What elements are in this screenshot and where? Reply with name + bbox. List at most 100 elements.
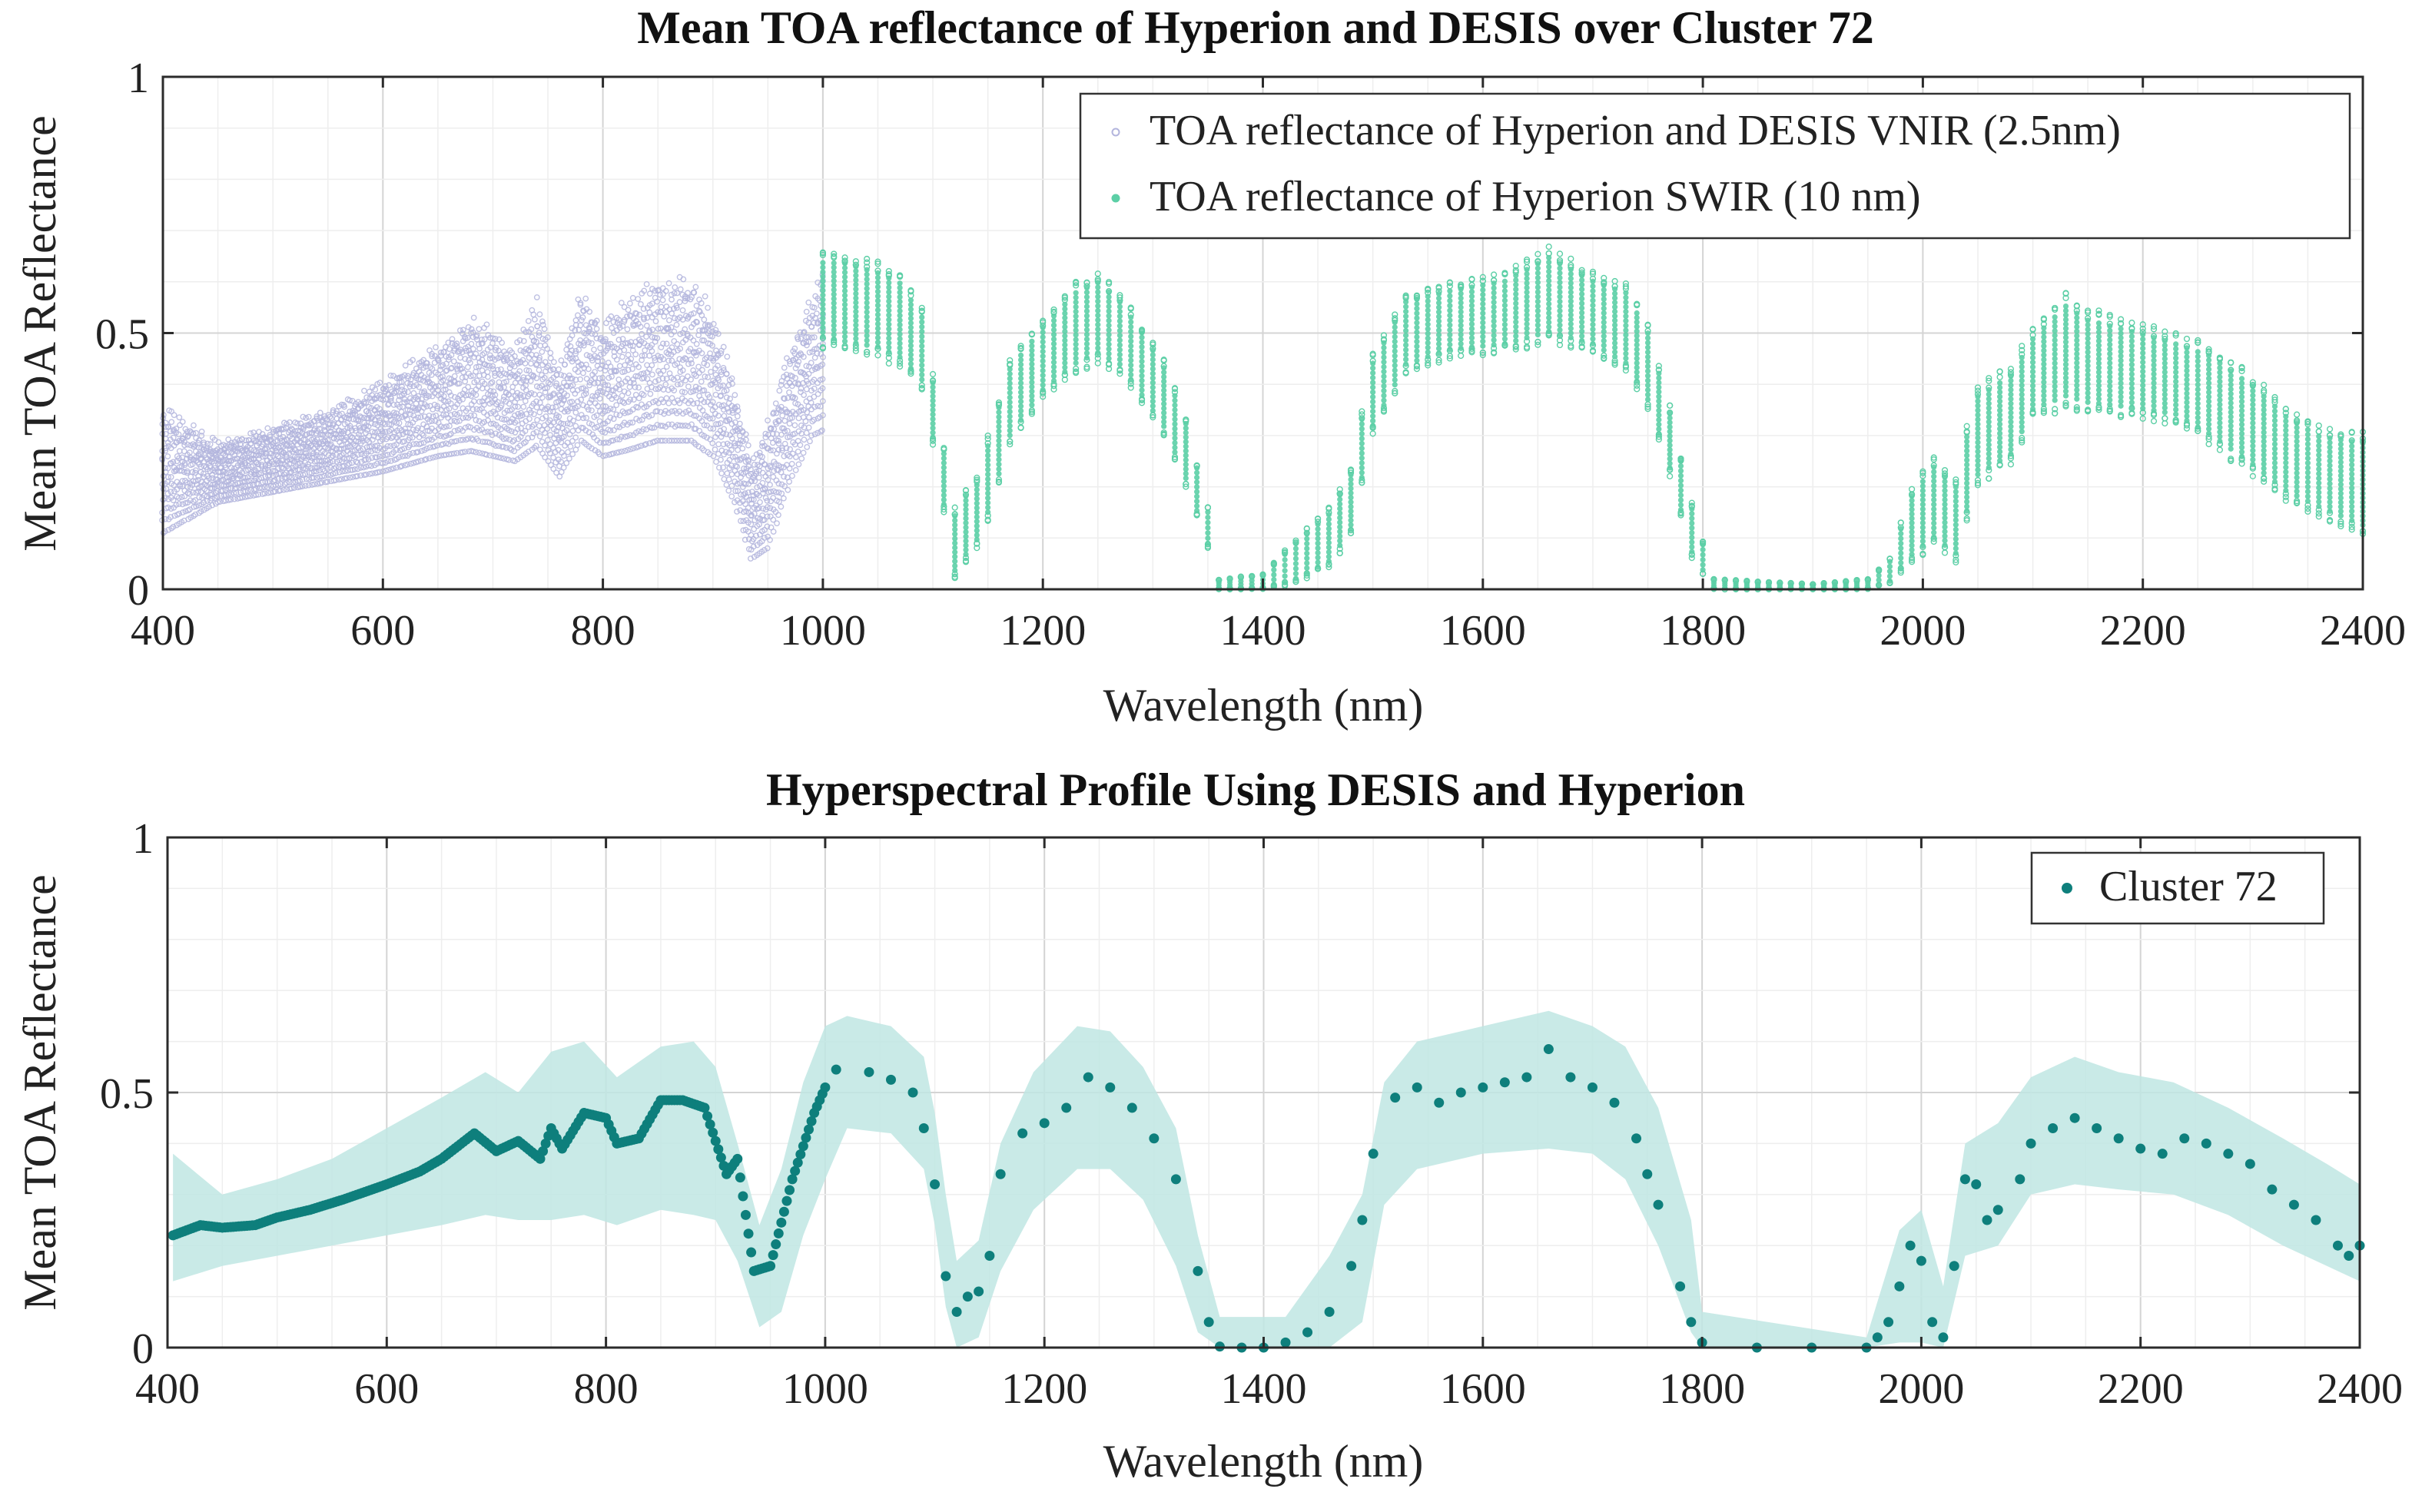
- vnir-point: [678, 287, 683, 291]
- swir-point: [1491, 328, 1497, 333]
- vnir-point: [699, 379, 704, 383]
- swir-point: [1370, 404, 1375, 410]
- vnir-point: [617, 363, 622, 368]
- swir-point: [1106, 346, 1111, 352]
- swir-point: [1194, 475, 1199, 480]
- swir-point: [1491, 309, 1497, 314]
- swir-point: [1392, 373, 1398, 378]
- swir-point: [1645, 387, 1651, 393]
- swir-point: [1293, 545, 1299, 551]
- swir-point: [1007, 390, 1013, 396]
- swir-point: [1557, 294, 1562, 300]
- swir-point: [1535, 303, 1541, 309]
- vnir-point: [667, 318, 672, 323]
- swir-point: [1689, 520, 1694, 526]
- swir-point: [1315, 541, 1320, 546]
- vnir-point: [562, 362, 567, 366]
- swir-point: [1590, 288, 1595, 293]
- swir-point: [1502, 279, 1508, 284]
- swir-point: [1392, 334, 1398, 340]
- vnir-point: [482, 326, 486, 330]
- vnir-point: [666, 401, 671, 406]
- swir-point: [1106, 318, 1111, 323]
- swir-point: [1381, 398, 1386, 403]
- vnir-point: [785, 356, 789, 360]
- swir-point: [1447, 323, 1452, 328]
- swir-point: [952, 505, 957, 510]
- vnir-point: [537, 410, 542, 414]
- swir-point: [864, 257, 870, 262]
- vnir-point: [780, 413, 785, 418]
- swir-point: [1007, 395, 1013, 400]
- swir-point: [1403, 323, 1408, 329]
- swir-point: [1205, 515, 1210, 520]
- swir-point: [1172, 445, 1177, 450]
- vnir-point: [726, 477, 731, 482]
- swir-point: [996, 433, 1001, 439]
- vnir-point: [583, 296, 588, 300]
- vnir-point: [648, 391, 652, 396]
- swir-point: [1315, 526, 1320, 532]
- vnir-point: [535, 417, 539, 422]
- swir-point: [1645, 392, 1651, 397]
- vnir-point: [702, 317, 706, 322]
- vnir-point: [661, 286, 665, 290]
- vnir-point: [804, 310, 808, 314]
- vnir-point: [540, 319, 545, 323]
- swir-point: [1128, 324, 1133, 330]
- vnir-point: [716, 442, 721, 446]
- swir-point: [1447, 303, 1452, 308]
- swir-point: [1293, 571, 1299, 576]
- vnir-point: [576, 428, 580, 433]
- swir-point: [1535, 266, 1541, 271]
- swir-point: [1029, 339, 1034, 344]
- swir-point: [1414, 353, 1419, 359]
- swir-point: [985, 476, 990, 482]
- vnir-point: [722, 476, 726, 481]
- swir-point: [996, 457, 1001, 463]
- swir-point: [996, 424, 1001, 429]
- swir-point: [1414, 325, 1419, 330]
- swir-point: [919, 372, 924, 377]
- swir-point: [1381, 369, 1386, 374]
- swir-point: [1359, 460, 1365, 466]
- vnir-point: [782, 365, 787, 370]
- vnir-point: [674, 323, 678, 327]
- vnir-point: [738, 421, 742, 426]
- swir-point: [1645, 363, 1651, 369]
- swir-point: [1106, 351, 1111, 356]
- swir-point: [1117, 352, 1123, 357]
- swir-point: [1139, 368, 1144, 373]
- top-chart-title: Mean TOA reflectance of Hyperion and DES…: [637, 2, 1873, 53]
- vnir-point: [644, 334, 649, 339]
- swir-point: [1282, 557, 1288, 562]
- swir-point: [1172, 436, 1177, 441]
- swir-point: [1414, 306, 1419, 311]
- vnir-point: [636, 385, 641, 390]
- swir-point: [1007, 409, 1013, 414]
- vnir-point: [792, 423, 797, 427]
- vnir-point: [647, 310, 652, 314]
- swir-point: [1491, 295, 1497, 300]
- vnir-point: [705, 375, 710, 380]
- swir-point: [1403, 309, 1408, 314]
- vnir-point: [726, 488, 731, 492]
- swir-point: [1128, 339, 1133, 344]
- vnir-point: [806, 300, 811, 305]
- swir-point: [1557, 327, 1562, 333]
- vnir-point: [702, 294, 707, 299]
- vnir-point: [473, 418, 478, 423]
- swir-point: [1403, 347, 1408, 353]
- swir-point: [1172, 407, 1177, 413]
- vnir-point: [363, 430, 368, 435]
- swir-point: [1172, 398, 1177, 403]
- vnir-point: [688, 377, 693, 382]
- vnir-point: [635, 297, 640, 301]
- vnir-point: [649, 363, 654, 367]
- swir-point: [1194, 499, 1199, 504]
- vnir-point: [609, 326, 614, 330]
- vnir-point: [801, 450, 805, 455]
- swir-point: [1590, 317, 1595, 323]
- swir-point: [1007, 385, 1013, 390]
- vnir-point: [556, 367, 561, 372]
